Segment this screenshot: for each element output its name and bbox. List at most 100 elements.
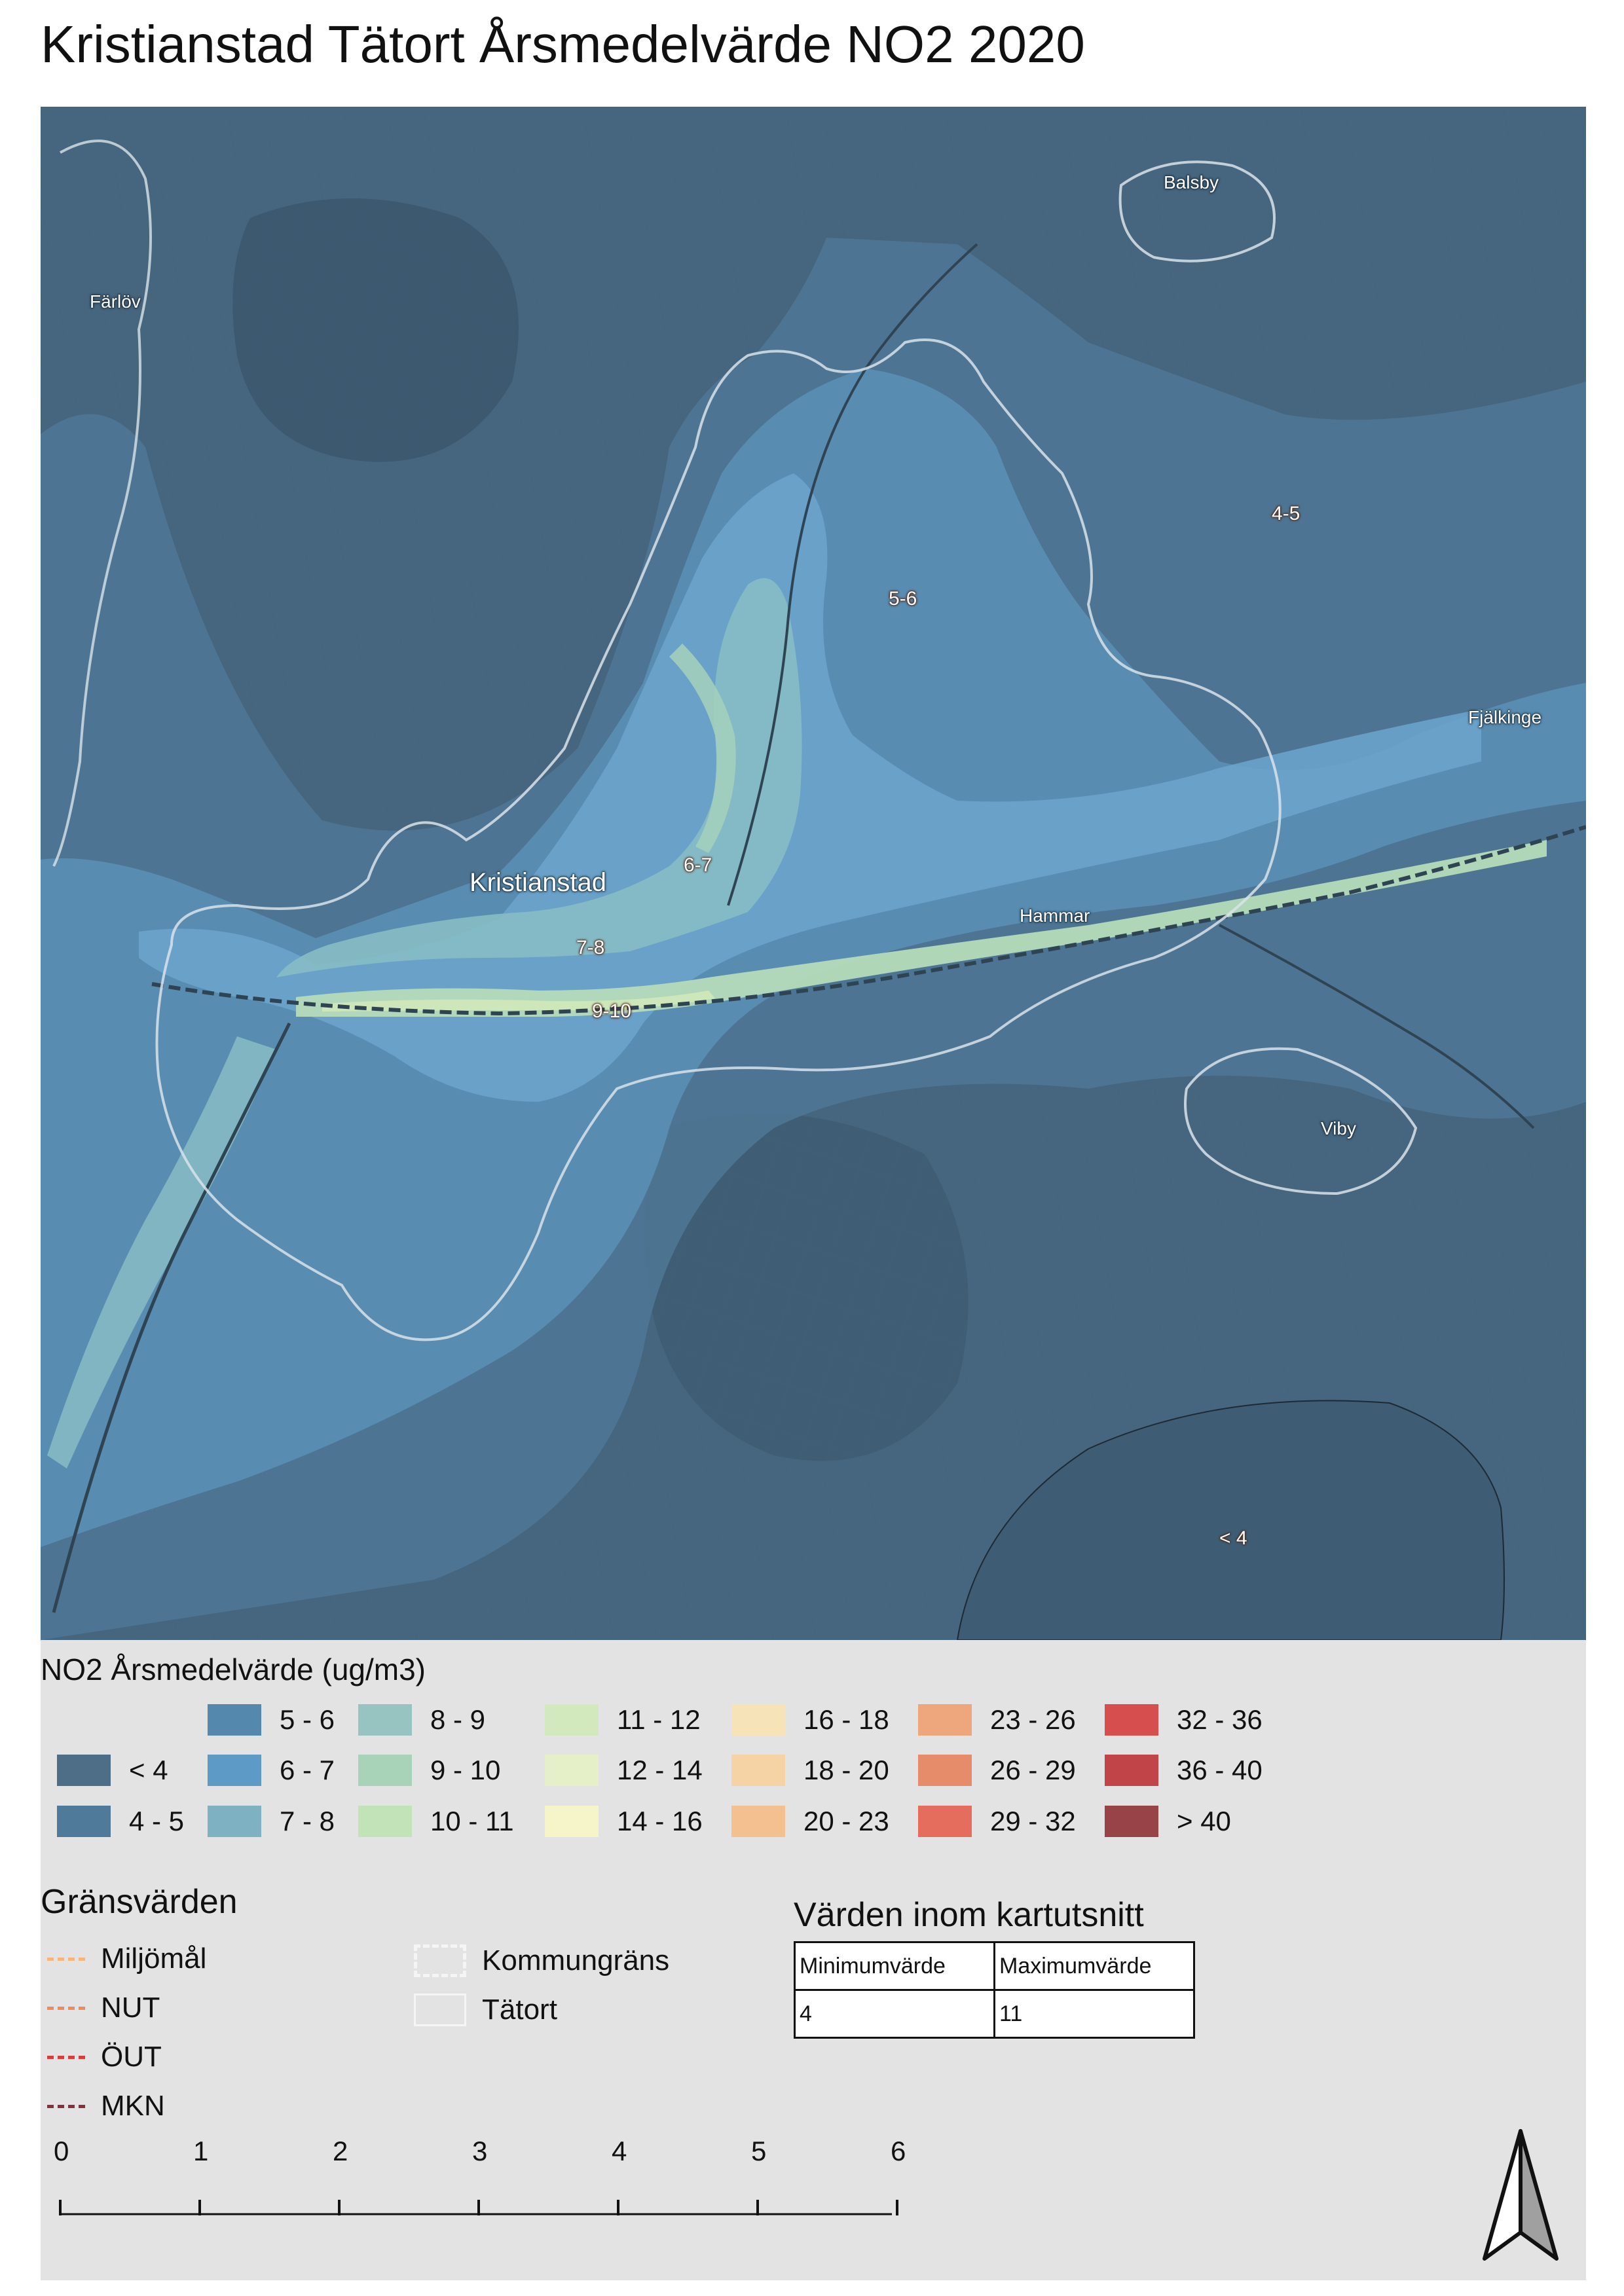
- lake-bottom-right: [956, 1400, 1505, 1640]
- scale-tick-label: 3: [472, 2136, 487, 2166]
- legend-swatch: [545, 1806, 599, 1837]
- legend-class-label: 9 - 10: [430, 1755, 501, 1785]
- legend-swatch: [57, 1806, 111, 1837]
- legend-class-label: 14 - 16: [617, 1806, 703, 1836]
- legend-class-label: 18 - 20: [803, 1755, 889, 1785]
- limit-label: MKN: [101, 2090, 165, 2122]
- zone-label-lt4: < 4: [1219, 1527, 1247, 1549]
- legend-swatch: [208, 1704, 261, 1736]
- no2-zone-8-9-north: [669, 644, 736, 853]
- legend-class-label: 29 - 32: [990, 1806, 1076, 1836]
- highway-e22: [151, 825, 1586, 1016]
- legend-class-label: 16 - 18: [803, 1704, 889, 1735]
- legend-class-label: 4 - 5: [129, 1806, 185, 1836]
- limits-title: Gränsvärden: [41, 1883, 238, 1921]
- legend-swatch: [358, 1704, 412, 1736]
- legend-class-label: > 40: [1177, 1806, 1231, 1836]
- tatort-outline-kristianstad: [155, 338, 1282, 1341]
- map-canvas: [41, 107, 1586, 1640]
- legend-class: 10 - 11: [358, 1806, 514, 1837]
- zone-label-5-6: 5-6: [889, 588, 917, 610]
- legend-swatch: [358, 1755, 412, 1786]
- highway-north: [727, 243, 978, 906]
- table-header-max: Maximumvärde: [993, 1941, 1195, 1991]
- legend-swatch: [918, 1704, 972, 1736]
- legend-class: 9 - 10: [358, 1755, 500, 1786]
- scale-tick-label: 6 km: [891, 2136, 905, 2166]
- legend-class-label: 32 - 36: [1177, 1704, 1263, 1735]
- tatort-outline-balsby: [1118, 160, 1276, 263]
- map-frame[interactable]: Balsby Färlöv Fjälkinge Kristianstad Ham…: [41, 107, 1586, 1640]
- legend-class: 18 - 20: [731, 1755, 889, 1786]
- dash-line-icon: [47, 1957, 85, 1961]
- zone-label-7-8: 7-8: [576, 937, 605, 958]
- legend-class: 16 - 18: [731, 1704, 889, 1736]
- values-table-title: Värden inom kartutsnitt: [794, 1896, 1144, 1934]
- legend-class: 20 - 23: [731, 1806, 889, 1837]
- limit-item: ÖUT: [47, 2041, 162, 2073]
- place-label-hammar: Hammar: [1020, 905, 1090, 926]
- legend-swatch: [1105, 1806, 1158, 1837]
- place-label-balsby: Balsby: [1164, 172, 1219, 192]
- place-label-viby: Viby: [1321, 1118, 1356, 1139]
- legend-class-label: 8 - 9: [430, 1704, 486, 1735]
- table-cell-min: 4: [794, 1989, 995, 2039]
- legend-class: 36 - 40: [1105, 1755, 1263, 1786]
- limit-label: NUT: [101, 1992, 160, 2024]
- no2-zone-7-8: [276, 578, 802, 977]
- legend-class-label: 26 - 29: [990, 1755, 1076, 1785]
- north-arrow-icon: [1483, 2129, 1559, 2261]
- legend-class: 32 - 36: [1105, 1704, 1263, 1736]
- legend-swatch: [731, 1806, 785, 1837]
- legend-class-label: 11 - 12: [617, 1704, 701, 1735]
- legend-class-label: 6 - 7: [280, 1755, 335, 1785]
- boundary-item: Tätort: [414, 1994, 557, 2026]
- urban-area-boundary-icon: [414, 1994, 466, 2026]
- legend-swatch: [731, 1755, 785, 1786]
- no2-zone-9-10: [296, 840, 1547, 1017]
- limit-item: Miljömål: [47, 1942, 206, 1975]
- legend-class: 4 - 5: [57, 1806, 184, 1837]
- legend-swatch: [545, 1755, 599, 1786]
- no2-zone-5-6: [41, 369, 1586, 1547]
- tatort-outline-viby: [1184, 1047, 1418, 1195]
- zone-label-9-10: 9-10: [592, 1000, 632, 1022]
- municipality-boundary-icon: [414, 1944, 466, 1977]
- legend-swatch: [57, 1755, 111, 1786]
- scale-tick-label: 0: [54, 2136, 69, 2166]
- legend-class-label: 5 - 6: [280, 1704, 335, 1735]
- legend-swatch: [731, 1704, 785, 1736]
- legend-swatch: [208, 1806, 261, 1837]
- legend-swatch: [918, 1806, 972, 1837]
- no2-zone-10-11: [322, 991, 715, 1011]
- scale-bar: 0 1 2 3 4 5 6 km: [54, 2136, 905, 2215]
- legend-class: 11 - 12: [545, 1704, 701, 1736]
- table-header-min: Minimumvärde: [794, 1941, 995, 1991]
- legend-class: 6 - 7: [208, 1755, 335, 1786]
- legend-class-label: 36 - 40: [1177, 1755, 1263, 1785]
- no2-zone-7-8-south: [47, 1036, 276, 1468]
- road-east: [1219, 924, 1535, 1129]
- limit-label: Miljömål: [101, 1942, 207, 1975]
- legend-class-label: 20 - 23: [803, 1806, 889, 1836]
- legend-class-label: 10 - 11: [430, 1806, 514, 1836]
- map-title: Kristianstad Tätort Årsmedelvärde NO2 20…: [41, 15, 1085, 73]
- place-label-farlov: Färlöv: [90, 291, 141, 312]
- legend-swatch: [545, 1704, 599, 1736]
- limit-item: NUT: [47, 1992, 160, 2024]
- zone-label-4-5: 4-5: [1272, 503, 1301, 524]
- legend-class-label: 23 - 26: [990, 1704, 1076, 1735]
- boundary-label: Kommungräns: [482, 1944, 670, 1977]
- values-table: Minimumvärde Maximumvärde 4 11: [794, 1941, 1195, 2039]
- legend-class: > 40: [1105, 1806, 1231, 1837]
- legend-class: 12 - 14: [545, 1755, 703, 1786]
- boundary-item: Kommungräns: [414, 1944, 669, 1977]
- legend-class: 29 - 32: [918, 1806, 1076, 1837]
- scale-tick-label: 4: [612, 2136, 627, 2166]
- zone-label-6-7: 6-7: [684, 854, 712, 876]
- legend-class: 23 - 26: [918, 1704, 1076, 1736]
- place-label-fjalkinge: Fjälkinge: [1468, 707, 1542, 727]
- legend-class-label: 7 - 8: [280, 1806, 335, 1836]
- scale-tick-label: 5: [751, 2136, 766, 2166]
- legend-class: 14 - 16: [545, 1806, 703, 1837]
